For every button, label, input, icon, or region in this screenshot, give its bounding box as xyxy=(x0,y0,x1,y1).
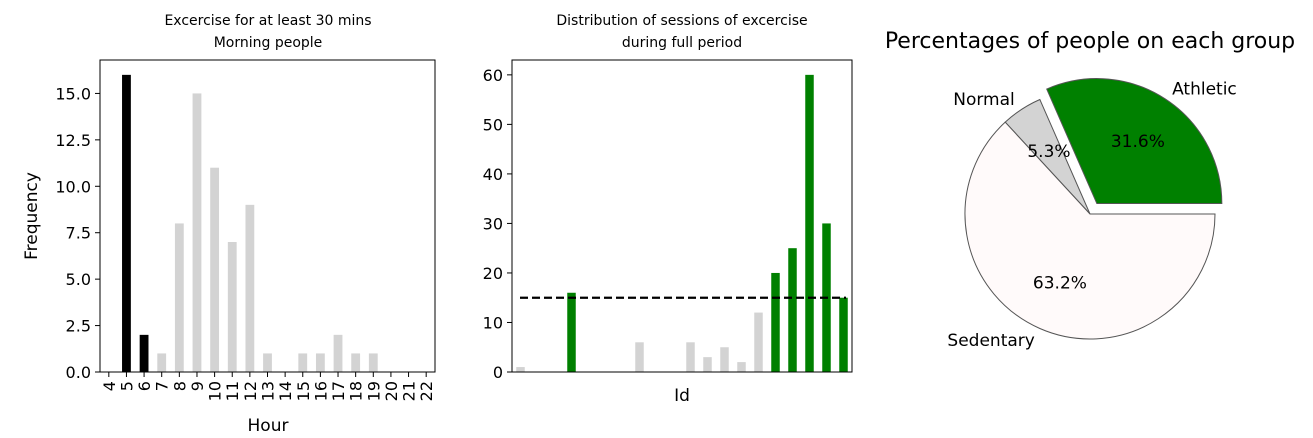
group-percentages-pie: Percentages of people on each group Athl… xyxy=(885,29,1295,351)
chart1-ytick-label: 15.0 xyxy=(55,84,91,103)
chart1-bar-18 xyxy=(351,353,361,372)
chart1-xtick-label: 18 xyxy=(347,381,366,401)
chart1-ytick-label: 12.5 xyxy=(55,131,91,150)
pie-pct-athletic: 31.6% xyxy=(1111,132,1165,152)
chart1-xtick-label: 7 xyxy=(153,381,172,391)
chart1-ytick-label: 5.0 xyxy=(66,270,91,289)
chart1-title-line2: Morning people xyxy=(214,35,323,51)
chart1-xtick-label: 20 xyxy=(382,381,401,401)
chart1-bar-5 xyxy=(122,74,131,372)
chart1-ytick-label: 0.0 xyxy=(66,363,91,382)
chart1-xtick-label: 10 xyxy=(206,381,225,401)
chart2-bar-4 xyxy=(567,292,576,372)
chart1-bar-8 xyxy=(174,223,184,372)
chart2-ytick-label: 30 xyxy=(483,214,503,233)
chart2-bar-16 xyxy=(771,272,780,372)
chart1-xtick-label: 6 xyxy=(135,381,154,391)
chart1-bar-19 xyxy=(368,353,378,372)
chart1-title-line1: Excercise for at least 30 mins xyxy=(164,13,371,29)
chart2-x-axis-label: Id xyxy=(674,386,690,406)
pie-label-athletic: Athletic xyxy=(1172,79,1237,99)
chart1-bar-12 xyxy=(245,204,255,372)
chart1-x-axis-label: Hour xyxy=(248,416,289,436)
chart1-xtick-label: 21 xyxy=(400,381,419,401)
chart1-y-axis-label: Frequency xyxy=(22,172,42,260)
chart1-xtick-label: 11 xyxy=(223,381,242,401)
chart1-ytick-label: 2.5 xyxy=(66,317,91,336)
chart2-title-line1: Distribution of sessions of excercise xyxy=(556,13,807,29)
chart1-bar-13 xyxy=(263,353,272,372)
chart1-xtick-label: 15 xyxy=(294,381,313,401)
chart2-ytick-label: 0 xyxy=(493,363,503,382)
chart1-xtick-label: 8 xyxy=(170,381,189,391)
chart1-xtick-label: 13 xyxy=(259,381,278,401)
chart1-ytick-label: 10.0 xyxy=(55,177,91,196)
pie-pct-sedentary: 63.2% xyxy=(1033,274,1087,294)
chart1-bar-7 xyxy=(157,353,167,372)
chart1-frame xyxy=(99,59,436,373)
chart1-bar-17 xyxy=(333,334,343,372)
chart1-bar-10 xyxy=(210,167,220,372)
chart2-bar-11 xyxy=(686,342,695,372)
chart1-bar-6 xyxy=(139,334,149,372)
hour-frequency-chart: Excercise for at least 30 mins Morning p… xyxy=(22,13,436,436)
chart2-bar-15 xyxy=(754,312,763,372)
chart1-xtick-label: 22 xyxy=(417,381,436,401)
chart1-bar-15 xyxy=(298,353,308,372)
chart1-xtick-label: 5 xyxy=(117,381,136,391)
chart1-bar-11 xyxy=(227,242,237,372)
chart2-ytick-label: 40 xyxy=(483,165,503,184)
chart1-xtick-label: 12 xyxy=(241,381,260,401)
chart2-bar-20 xyxy=(839,297,848,372)
chart2-bar-12 xyxy=(703,357,712,372)
chart1-ytick-label: 7.5 xyxy=(66,224,91,243)
chart1-bar-9 xyxy=(192,93,202,372)
chart2-bar-18 xyxy=(805,74,814,372)
chart2-bar-1 xyxy=(516,367,525,372)
chart2-ytick-label: 60 xyxy=(483,66,503,85)
pie-label-normal: Normal xyxy=(953,90,1015,110)
chart2-ytick-label: 20 xyxy=(483,264,503,283)
chart3-title: Percentages of people on each group xyxy=(885,29,1295,54)
chart1-xtick-label: 19 xyxy=(364,381,383,401)
pie-label-sedentary: Sedentary xyxy=(947,331,1034,351)
chart2-title-line2: during full period xyxy=(622,35,742,51)
chart1-xtick-label: 9 xyxy=(188,381,207,391)
chart2-bar-13 xyxy=(720,347,729,372)
chart1-bar-16 xyxy=(315,353,325,372)
pie-slice-sedentary xyxy=(964,121,1216,340)
chart1-xtick-label: 17 xyxy=(329,381,348,401)
pie-pct-normal: 5.3% xyxy=(1027,142,1070,162)
chart2-bar-17 xyxy=(788,248,797,372)
chart2-ytick-label: 50 xyxy=(483,115,503,134)
pie-slice-athletic xyxy=(1046,78,1223,205)
chart2-bar-8 xyxy=(635,342,644,372)
chart2-frame xyxy=(511,59,853,373)
chart1-xtick-label: 16 xyxy=(311,381,330,401)
chart2-ytick-label: 10 xyxy=(483,313,503,332)
chart2-bar-14 xyxy=(737,362,746,372)
chart1-xtick-label: 4 xyxy=(100,381,119,391)
chart1-xtick-label: 14 xyxy=(276,381,295,401)
sessions-distribution-chart: Distribution of sessions of excercise du… xyxy=(483,13,853,406)
